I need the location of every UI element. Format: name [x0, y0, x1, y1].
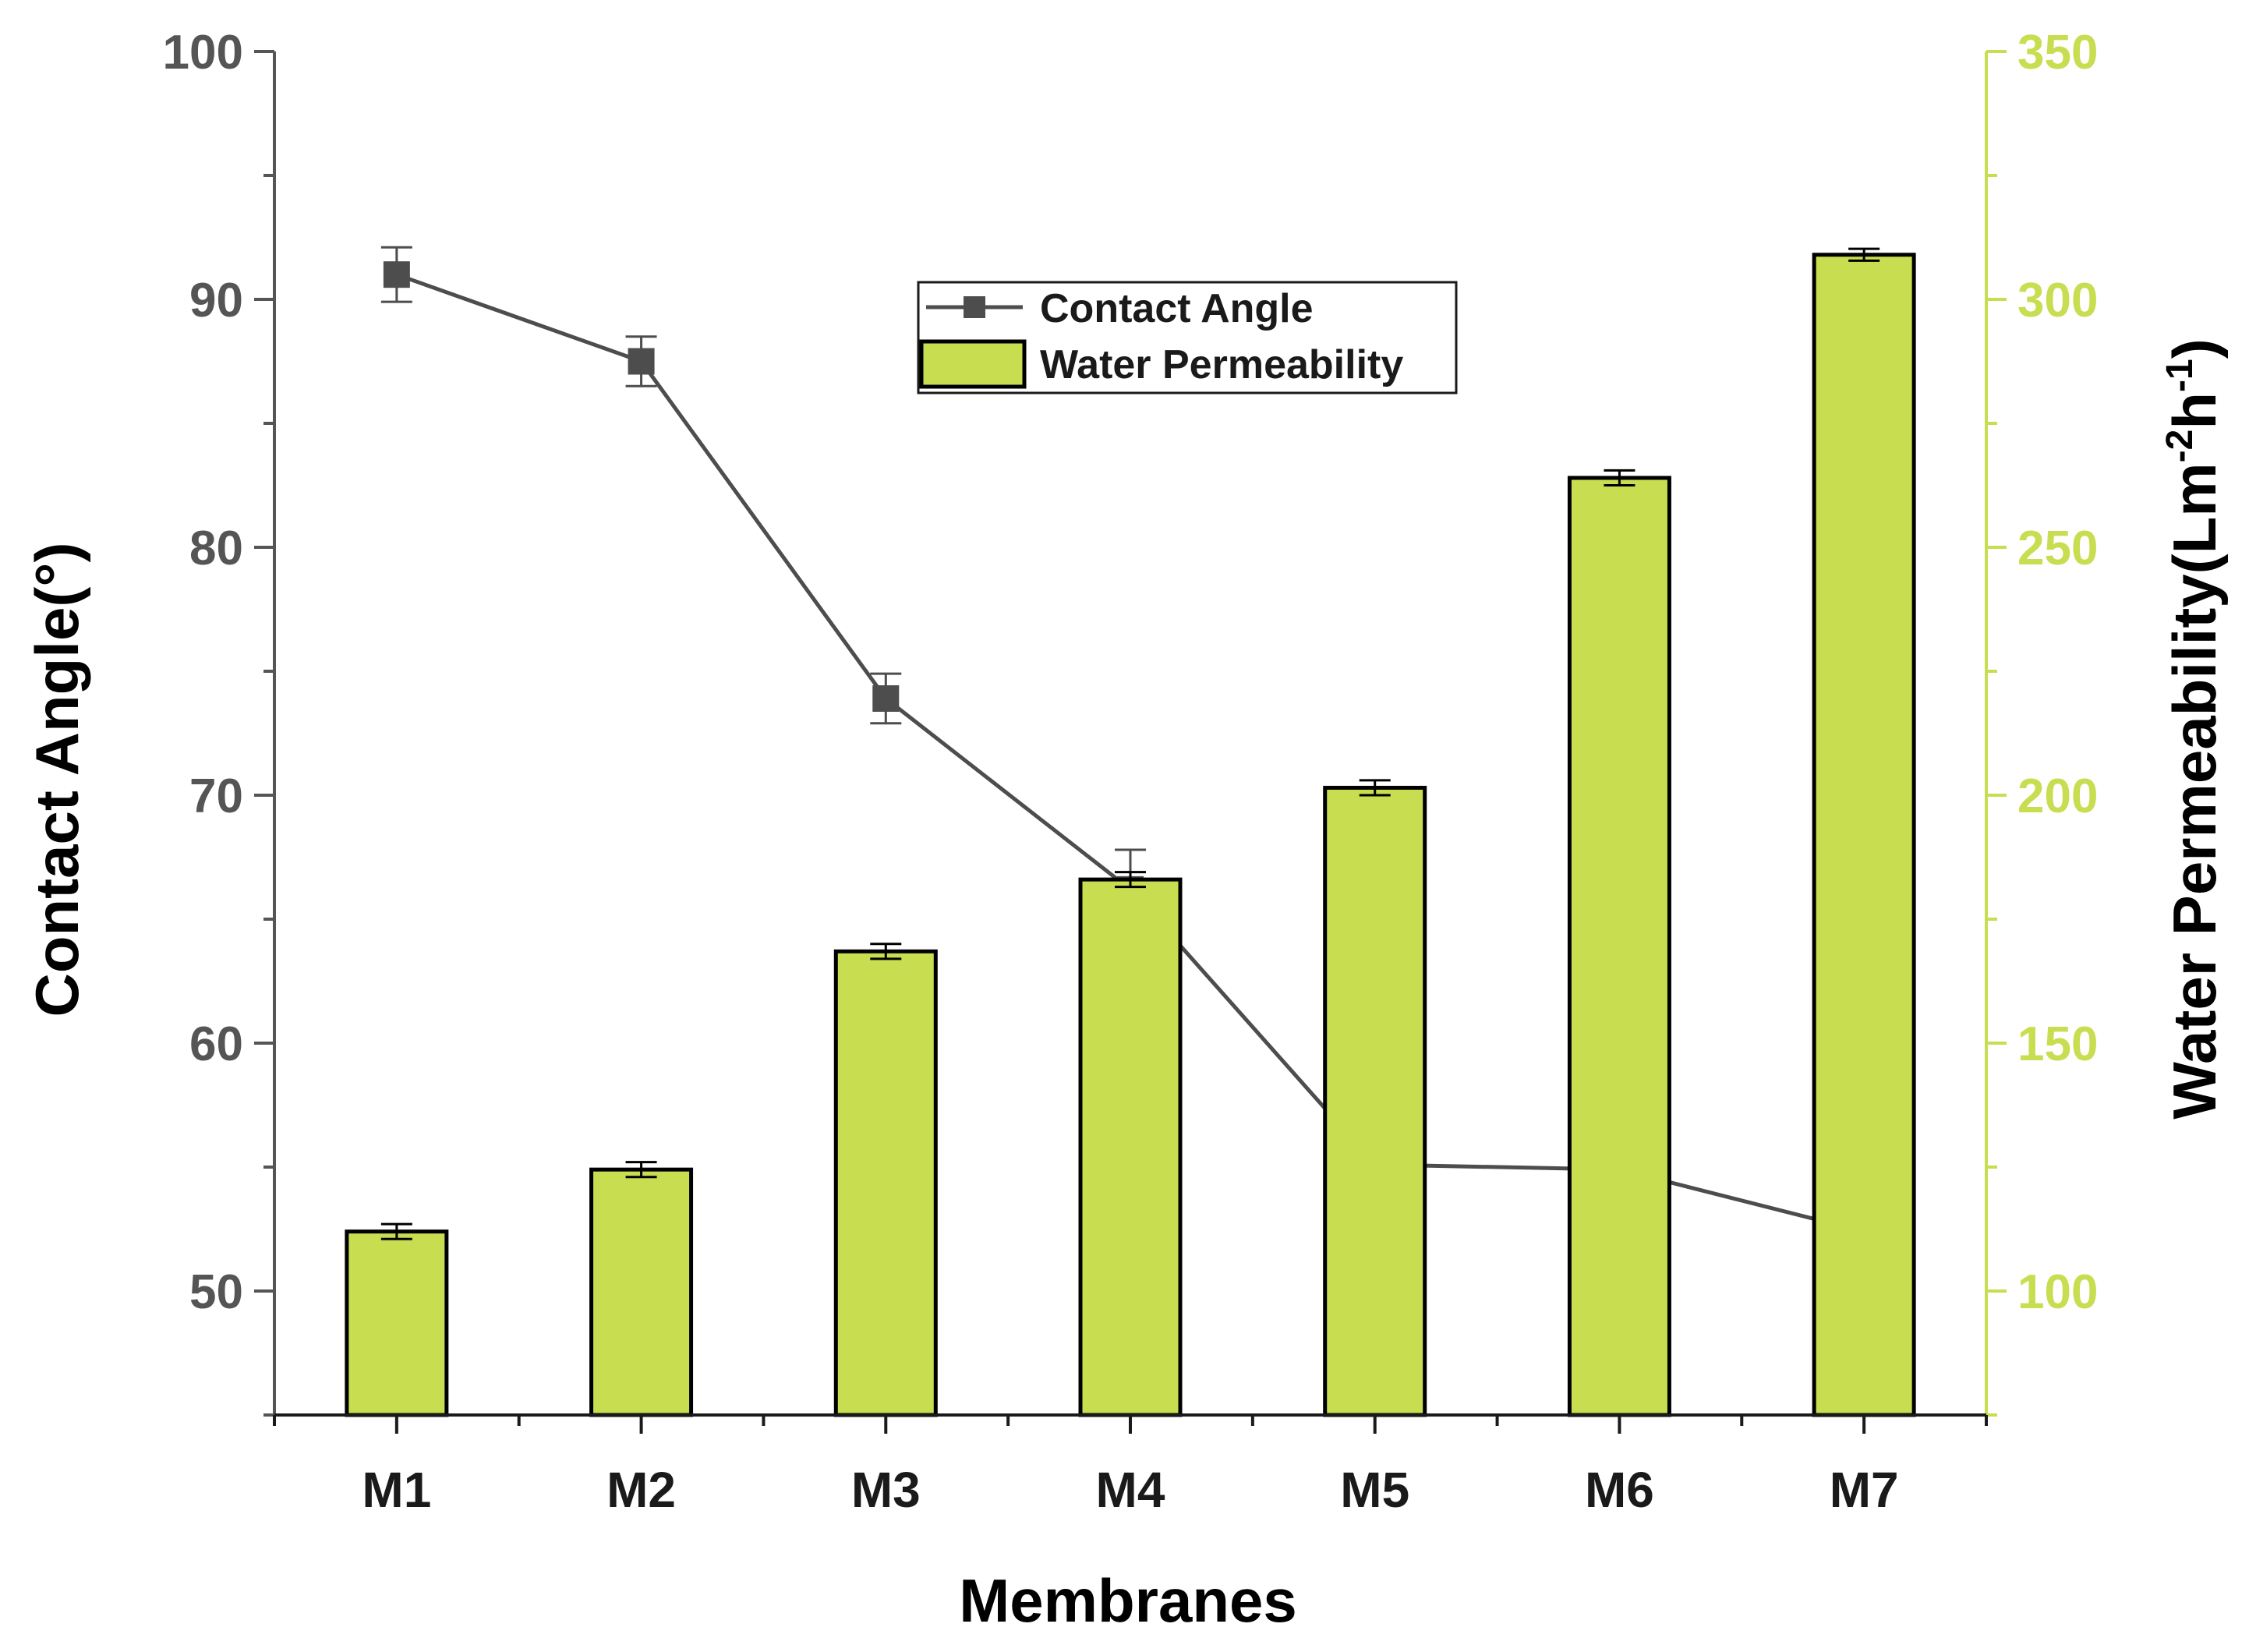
x-tick-label-M5: M5 [1340, 1462, 1409, 1518]
contact-angle-point-M3 [872, 685, 900, 712]
y-axis-right-title-main: Water Permeability(Lm [2160, 462, 2229, 1119]
bars-series [345, 247, 1916, 1417]
legend-bar-swatch [919, 339, 1027, 389]
x-tick-label-M6: M6 [1585, 1462, 1654, 1518]
y-axis-left-title: Contact Angle(°) [23, 543, 91, 1017]
y-axis-right-title-close: ) [2160, 338, 2229, 359]
y-axis-right-title: Water Permeability(Lm-2h-1) [2159, 338, 2229, 1119]
permeability-bar-M6 [1567, 476, 1671, 1417]
legend-marker-swatch [964, 296, 985, 318]
y-right-tick-label: 300 [2017, 274, 2098, 327]
x-tick-label-M3: M3 [851, 1462, 921, 1518]
legend-label-contact-angle: Contact Angle [1040, 286, 1314, 331]
y-axis-right-title-sup1: -2 [2159, 430, 2201, 463]
y-axis-right-title-sup2: -1 [2159, 359, 2201, 392]
y-left-tick-label: 50 [189, 1265, 243, 1319]
contact-angle-point-M2 [628, 348, 655, 375]
permeability-bar-M3 [833, 949, 938, 1417]
x-tick-label-M2: M2 [606, 1462, 676, 1518]
permeability-bar-M2 [589, 1167, 694, 1417]
y-right-tick-label: 250 [2017, 522, 2098, 575]
x-tick-label-M1: M1 [362, 1462, 431, 1518]
contact-angle-point-M1 [383, 261, 410, 288]
y-left-tick-label: 60 [189, 1017, 243, 1071]
y-left-tick-label: 100 [163, 26, 243, 80]
y-right-tick-label: 200 [2017, 769, 2098, 823]
permeability-bar-M5 [1323, 785, 1427, 1417]
y-left-tick-label: 70 [189, 769, 243, 823]
x-axis-title: Membranes [959, 1566, 1297, 1635]
permeability-bar-M4 [1078, 877, 1183, 1417]
y-left-tick-label: 90 [189, 274, 243, 327]
x-tick-label-M7: M7 [1830, 1462, 1899, 1518]
legend: Contact Angle Water Permeability [917, 281, 1458, 394]
x-tick-label-M4: M4 [1096, 1462, 1165, 1518]
legend-label-water-permeability: Water Permeability [1040, 342, 1403, 387]
y-axis-right-title-h: h [2160, 392, 2229, 430]
y-left-tick-label: 80 [189, 522, 243, 575]
permeability-bar-M1 [345, 1229, 449, 1417]
axis-labels: 50 60 70 80 90 100 100 150 200 250 300 350 M1 M2 M3 M4 M… [163, 26, 2099, 1518]
permeability-bar-M7 [1812, 253, 1916, 1417]
axes [254, 50, 2007, 1434]
y-right-tick-label: 350 [2017, 26, 2098, 80]
y-right-tick-label: 150 [2017, 1017, 2098, 1071]
y-right-tick-label: 100 [2017, 1265, 2098, 1319]
